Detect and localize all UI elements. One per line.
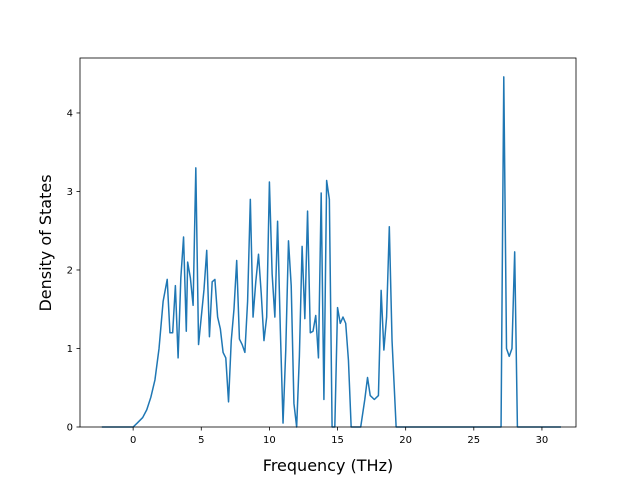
x-tick-label: 10 [263,435,276,446]
x-axis-label: Frequency (THz) [263,456,393,475]
y-tick-label: 1 [67,344,73,355]
plot-area [101,76,562,428]
x-tick-label: 20 [399,435,412,446]
y-tick-label: 2 [67,265,73,276]
axes-frame [79,57,577,428]
x-tick-label: 5 [198,435,204,446]
x-tick-label: 25 [467,435,480,446]
y-tick-label: 0 [67,423,73,434]
x-tick-label: 30 [536,435,549,446]
x-tick-label: 15 [331,435,344,446]
axes: 0 5 10 15 20 25 30 0 1 2 3 4 [67,57,577,446]
dos-series-line-0 [101,76,562,428]
y-axis-label: Density of States [36,174,55,311]
y-tick-label: 4 [67,108,73,119]
x-tick-label: 0 [130,435,136,446]
y-tick-label: 3 [67,187,73,198]
